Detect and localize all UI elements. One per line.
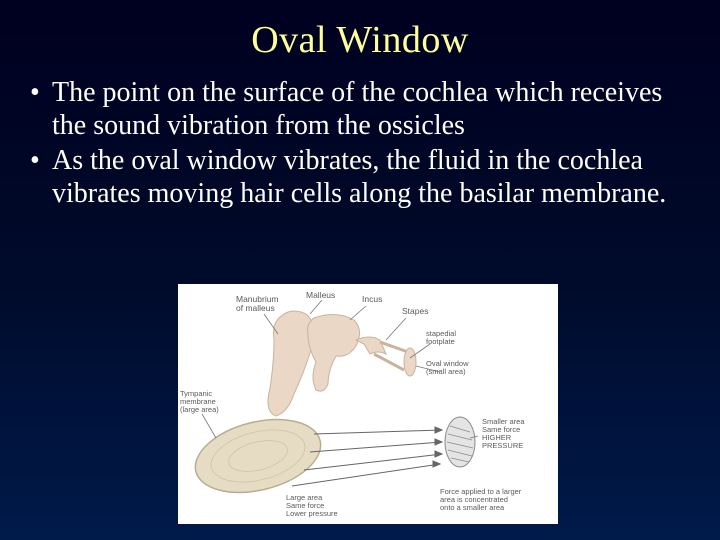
bullet-list: The point on the surface of the cochlea … <box>28 76 692 210</box>
tympanic-membrane-shape <box>188 408 329 505</box>
label-malleus: Malleus <box>306 290 335 300</box>
incus-shape <box>308 314 360 391</box>
label-small-area-note: Smaller area Same force HIGHER PRESSURE <box>482 417 527 450</box>
malleus-shape <box>268 311 314 416</box>
label-manubrium: Manubrium of malleus <box>236 294 281 313</box>
slide: Oval Window The point on the surface of … <box>0 0 720 540</box>
slide-title: Oval Window <box>28 18 692 62</box>
ossicles <box>268 311 416 416</box>
label-force-note: Force applied to a larger area is concen… <box>440 487 523 512</box>
label-large-area-note: Large area Same force Lower pressure <box>286 493 338 518</box>
stapes-footplate <box>404 348 416 376</box>
label-tympanic-membrane: Tympanic membrane (large area) <box>180 389 219 414</box>
anatomy-figure: Manubrium of malleus Malleus Incus Stape… <box>178 284 558 524</box>
label-stapes: Stapes <box>402 306 428 316</box>
anatomy-svg: Manubrium of malleus Malleus Incus Stape… <box>178 284 558 524</box>
label-oval-window: Oval window (small area) <box>426 359 471 376</box>
bullet-item: The point on the surface of the cochlea … <box>28 76 692 142</box>
oval-window-shape <box>445 417 475 467</box>
label-incus: Incus <box>362 294 382 304</box>
label-stapedial-footplate: stapedial footplate <box>426 329 458 346</box>
bullet-item: As the oval window vibrates, the fluid i… <box>28 144 692 210</box>
stapes-head <box>356 337 386 354</box>
